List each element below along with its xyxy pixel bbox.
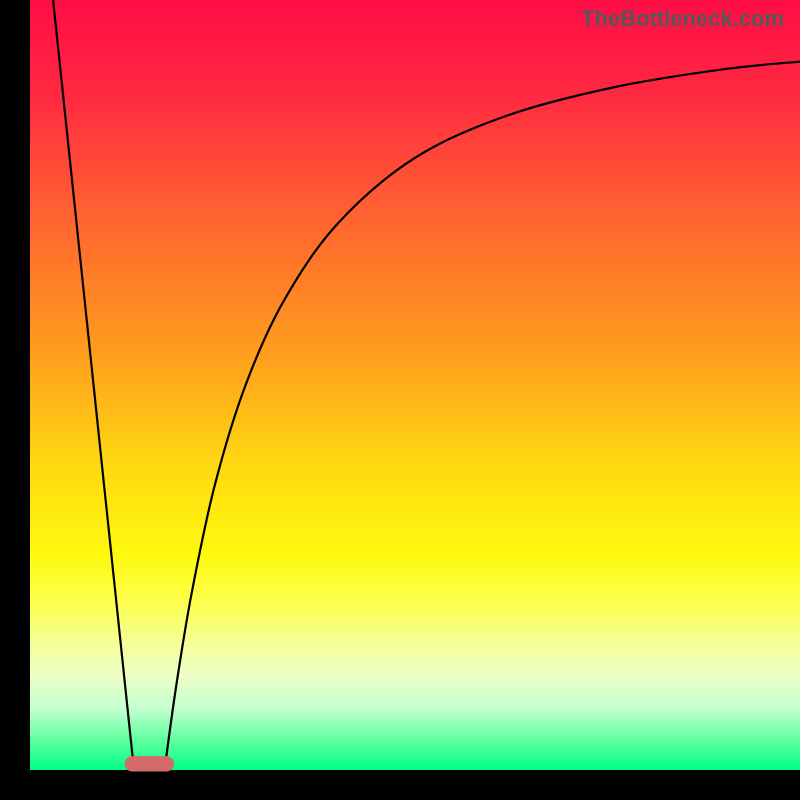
frame-left — [0, 0, 30, 800]
min-marker — [125, 756, 174, 771]
gradient-background — [30, 0, 800, 770]
bottleneck-chart: TheBottleneck.com — [0, 0, 800, 800]
frame-bottom — [0, 770, 800, 800]
chart-svg — [0, 0, 800, 800]
watermark-text: TheBottleneck.com — [581, 6, 784, 32]
